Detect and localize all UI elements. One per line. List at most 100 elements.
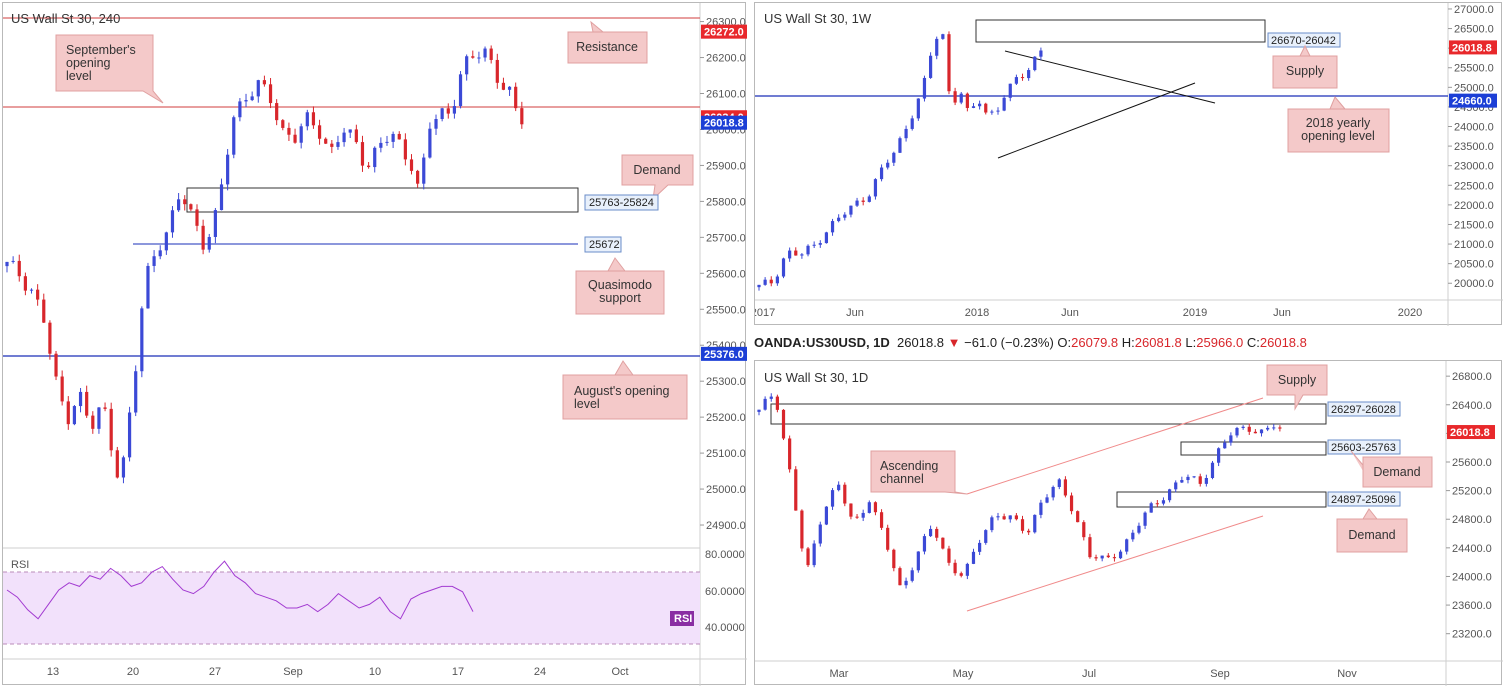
- candle-body: [1076, 511, 1080, 523]
- candle-body: [1272, 427, 1276, 429]
- chart-4h-canvas: 26300.026200.026100.026000.025900.025800…: [3, 3, 747, 686]
- candle-body: [78, 391, 83, 407]
- candle-body: [1217, 448, 1221, 463]
- price-tag: [701, 24, 747, 39]
- candle-body: [1033, 514, 1037, 533]
- candle-body: [72, 406, 77, 425]
- candle-body: [781, 258, 786, 277]
- candle-body: [183, 199, 187, 205]
- candle-body: [916, 98, 920, 119]
- x-tick-label: Sep: [1210, 668, 1230, 680]
- price-tag: [701, 346, 747, 361]
- candle-body: [1051, 486, 1055, 498]
- candle-body: [861, 512, 865, 518]
- candle-body: [238, 101, 242, 118]
- candle-body: [769, 396, 773, 399]
- candles-4h: [5, 45, 524, 484]
- y-tick-label: 24900.0: [706, 520, 746, 532]
- candle-body: [36, 289, 40, 300]
- candle-body: [1161, 500, 1166, 504]
- candle-body: [959, 93, 963, 103]
- supply-zone-1d: [770, 403, 1327, 425]
- candle-body: [978, 103, 982, 107]
- candle-body: [947, 548, 951, 563]
- chart-1d-canvas: 26800.026400.026000.025600.025200.024800…: [755, 361, 1503, 686]
- price-tag-text: 24660.0: [1452, 96, 1492, 108]
- candle-body: [855, 516, 859, 518]
- candle-body: [910, 570, 914, 581]
- y-tick-label: 20000.0: [1454, 278, 1494, 290]
- candle-body: [97, 407, 101, 429]
- candle-body: [861, 200, 865, 202]
- candle-body: [1235, 427, 1239, 436]
- candle-body: [317, 125, 322, 139]
- candle-body: [489, 48, 493, 60]
- candle-body: [1118, 551, 1123, 559]
- candle-body: [812, 244, 816, 246]
- y-tick-label: 21500.0: [1454, 219, 1494, 231]
- candle-body: [898, 568, 902, 586]
- candle-body: [354, 129, 358, 143]
- candle-body: [268, 84, 273, 104]
- candle-body: [85, 391, 89, 416]
- rsi-tick-40: 40.0000: [705, 622, 745, 634]
- candle-body: [1259, 429, 1264, 434]
- y-tick-label: 25100.0: [706, 448, 746, 460]
- candle-body: [781, 409, 786, 439]
- candle-body: [109, 408, 113, 451]
- strip-change: −61.0 (−0.23%): [964, 335, 1054, 350]
- candle-body: [965, 563, 969, 576]
- candle-body: [495, 59, 499, 83]
- strip-c: 26018.8: [1259, 335, 1307, 350]
- y-tick-label: 25000.0: [706, 484, 746, 496]
- chart-1w-canvas: 27000.026500.026000.025500.025000.024500…: [755, 3, 1503, 326]
- candle-body: [140, 308, 144, 372]
- price-tag: [1449, 93, 1497, 108]
- candle-body: [984, 530, 988, 543]
- strip-o-label: O:: [1057, 335, 1072, 350]
- price-tag-text: 26272.0: [704, 27, 744, 39]
- callout-demand-4h: Demand: [621, 154, 694, 201]
- price-tag: [1449, 40, 1497, 55]
- candle-body: [1266, 427, 1270, 430]
- candle-body: [1020, 519, 1025, 531]
- candle-body: [1014, 77, 1018, 84]
- candle-body: [152, 256, 156, 266]
- tag-demand-4h-text: 25763-25824: [589, 197, 654, 209]
- chart-panel-4h[interactable]: 26300.0 26200.0 26100.0 26000.0 25900.0 25800…: [2, 2, 747, 686]
- candle-body: [959, 573, 963, 576]
- x-tick-label: Jun: [1061, 307, 1079, 319]
- candle-body: [121, 457, 126, 478]
- candle-body: [103, 407, 107, 409]
- candle-body: [837, 484, 841, 491]
- y-tick-label: 24000.0: [1452, 571, 1492, 583]
- candle-body: [367, 165, 371, 168]
- candle-body: [275, 103, 279, 121]
- candle-body: [892, 152, 896, 163]
- y-tick-label: 25500.0: [1454, 63, 1494, 75]
- candle-body: [385, 141, 389, 143]
- strip-o: 26079.8: [1071, 335, 1119, 350]
- candle-body: [788, 250, 792, 259]
- candle-body: [879, 167, 884, 180]
- candle-body: [5, 261, 9, 267]
- candle-body: [1241, 426, 1245, 428]
- candle-body: [1143, 512, 1147, 526]
- candle-body: [904, 580, 908, 586]
- candle-body: [971, 551, 976, 564]
- y-tick-label: 24800.0: [1452, 514, 1492, 526]
- chart-panel-1d[interactable]: 26800.026400.026000.025600.025200.024800…: [754, 360, 1503, 686]
- y-tick-label: 25700.0: [706, 232, 746, 244]
- y-tick-label: 26800.0: [1452, 371, 1492, 383]
- chart-panel-1w[interactable]: 27000.026500.026000.025500.025000.024500…: [754, 2, 1503, 326]
- candle-body: [910, 118, 914, 129]
- demand-zone-4h: [186, 187, 579, 213]
- x-tick-label: Jun: [1273, 307, 1291, 319]
- candle-body: [1008, 83, 1012, 98]
- rsi-line: [6, 560, 474, 620]
- candle-body: [916, 551, 920, 571]
- y-tick-label: 25200.0: [706, 412, 746, 424]
- candle-body: [935, 528, 939, 538]
- tag-quasimodo-text: 25672: [589, 239, 620, 251]
- candle-body: [1125, 539, 1129, 552]
